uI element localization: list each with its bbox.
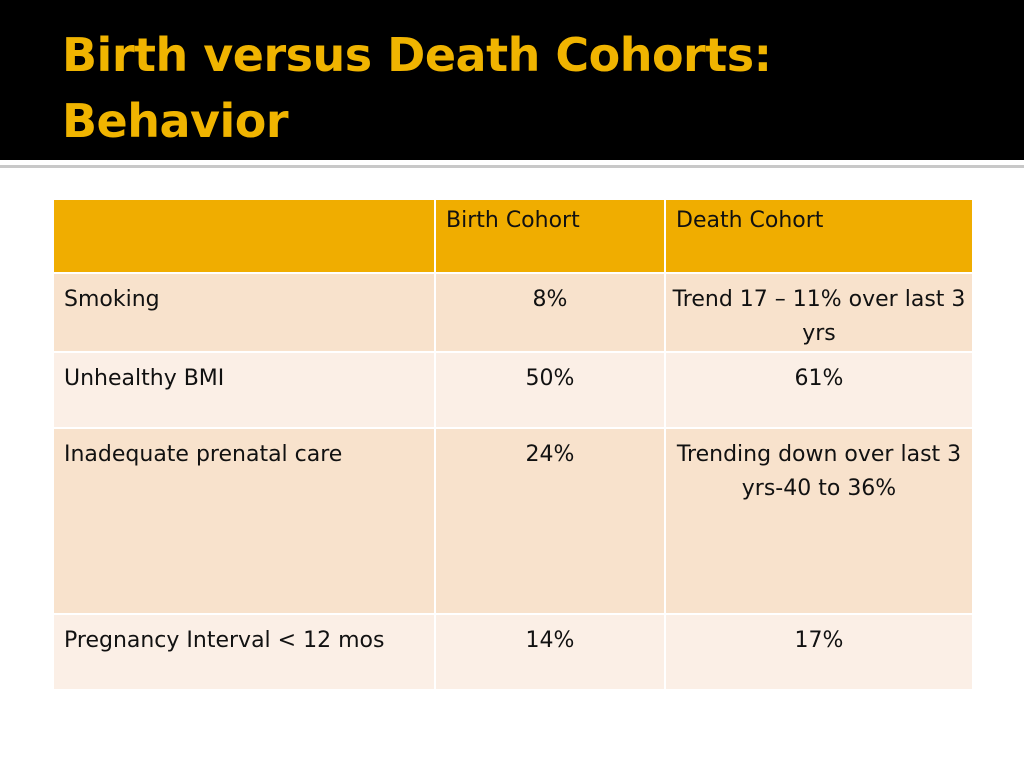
cell-birth-prenatal-care: 24% xyxy=(434,427,666,615)
header-cell-death-cohort: Death Cohort xyxy=(664,198,974,274)
row-label-unhealthy-bmi: Unhealthy BMI xyxy=(52,351,436,429)
row-label-prenatal-care: Inadequate prenatal care xyxy=(52,427,436,615)
cell-death-smoking: Trend 17 – 11% over last 3 yrs xyxy=(664,272,974,353)
title-divider-white xyxy=(0,160,1024,165)
cell-birth-smoking: 8% xyxy=(434,272,666,353)
row-label-pregnancy-interval: Pregnancy Interval < 12 mos xyxy=(52,613,436,691)
header-cell-empty xyxy=(52,198,436,274)
table-row: Pregnancy Interval < 12 mos 14% 17% xyxy=(52,613,974,691)
slide-title-line-2: Behavior xyxy=(62,94,289,148)
cell-death-pregnancy-interval: 17% xyxy=(664,613,974,691)
cell-birth-pregnancy-interval: 14% xyxy=(434,613,666,691)
title-bar: Birth versus Death Cohorts: Behavior xyxy=(0,0,1024,160)
title-divider-gray xyxy=(0,165,1024,168)
table-header-row: Birth Cohort Death Cohort xyxy=(52,198,974,274)
cell-death-unhealthy-bmi: 61% xyxy=(664,351,974,429)
slide-title: Birth versus Death Cohorts: Behavior xyxy=(62,22,962,154)
cohort-behavior-table: Birth Cohort Death Cohort Smoking 8% Tre… xyxy=(52,198,974,691)
header-cell-birth-cohort: Birth Cohort xyxy=(434,198,666,274)
row-label-smoking: Smoking xyxy=(52,272,436,353)
slide-title-line-1: Birth versus Death Cohorts: xyxy=(62,28,772,82)
cell-death-prenatal-care: Trending down over last 3 yrs-40 to 36% xyxy=(664,427,974,615)
table-row: Smoking 8% Trend 17 – 11% over last 3 yr… xyxy=(52,272,974,353)
cell-birth-unhealthy-bmi: 50% xyxy=(434,351,666,429)
table-row: Inadequate prenatal care 24% Trending do… xyxy=(52,427,974,615)
table-row: Unhealthy BMI 50% 61% xyxy=(52,351,974,429)
